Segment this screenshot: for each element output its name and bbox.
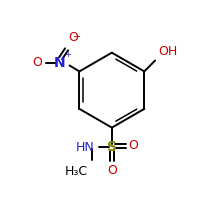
Text: S: S (107, 140, 117, 154)
Text: HN: HN (76, 141, 94, 154)
Text: O: O (107, 164, 117, 177)
Text: O: O (128, 139, 138, 152)
Text: H₃C: H₃C (65, 165, 88, 178)
Text: −: − (73, 32, 82, 42)
Text: N: N (54, 56, 65, 70)
Text: O: O (68, 31, 78, 44)
Text: O: O (32, 56, 42, 69)
Text: OH: OH (158, 45, 177, 58)
Text: +: + (64, 50, 71, 59)
